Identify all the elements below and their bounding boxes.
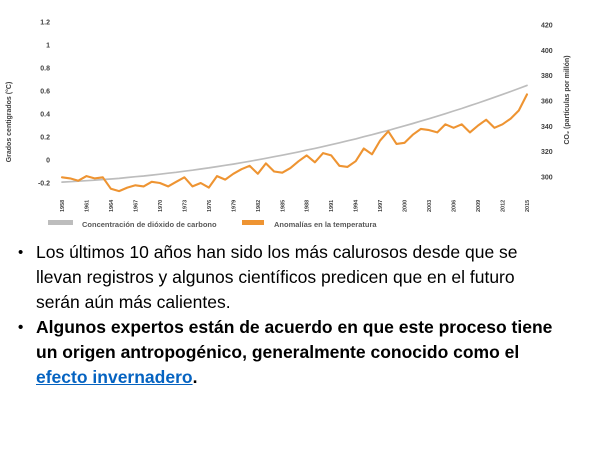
- temperature-anomaly-line: [60, 93, 529, 193]
- bullet-list: Los últimos 10 años han sido los más cal…: [0, 240, 558, 390]
- x-tick-label: 1988: [305, 200, 311, 212]
- co2-legend-swatch: [48, 220, 73, 225]
- x-tick-label: 1979: [231, 200, 237, 212]
- temperature-legend-swatch: [242, 220, 264, 225]
- chart-area: Grados centigrados (°C) CO₂ (partículas …: [5, 20, 571, 230]
- left-tick-label: 1.2: [40, 20, 50, 27]
- x-tick-label: 1991: [329, 200, 335, 212]
- x-tick-label: 2006: [452, 200, 458, 212]
- right-axis-tick-labels: 420 400 380 360 340 320 300: [541, 23, 553, 182]
- right-tick-label: 340: [541, 124, 553, 131]
- x-tick-label: 1961: [85, 200, 91, 212]
- left-tick-label: 0.6: [40, 89, 50, 96]
- x-tick-label: 1982: [256, 200, 262, 212]
- right-tick-label: 320: [541, 149, 553, 156]
- left-tick-label: 0.4: [40, 112, 50, 119]
- left-tick-label: 1: [46, 43, 50, 50]
- x-tick-label: 1967: [133, 200, 139, 212]
- left-axis-title: Grados centigrados (°C): [5, 82, 13, 163]
- left-axis-tick-labels: 1.2 1 0.8 0.6 0.4 0.2 0 -0.2: [38, 20, 50, 188]
- x-tick-label: 1958: [60, 200, 66, 212]
- x-tick-label: 1985: [280, 200, 286, 212]
- x-axis-tick-labels: 1958 1961 1964 1967 1970 1973 1976 1979 1982 1985…: [60, 199, 531, 212]
- x-tick-label: 2015: [525, 200, 531, 212]
- right-tick-label: 360: [541, 99, 553, 106]
- right-axis-title: CO₂ (partículas por millón): [564, 55, 571, 144]
- right-tick-label: 380: [541, 73, 553, 80]
- right-tick-label: 300: [541, 175, 553, 182]
- x-tick-label: 1994: [354, 199, 360, 212]
- right-tick-label: 420: [541, 23, 553, 30]
- left-tick-label: -0.2: [38, 181, 50, 188]
- x-tick-label: 2012: [501, 200, 507, 212]
- left-tick-label: 0.8: [40, 66, 50, 73]
- x-tick-label: 2003: [427, 200, 433, 212]
- co2-legend-label: Concentración de dióxido de carbono: [82, 220, 217, 229]
- efecto-invernadero-link[interactable]: efecto invernadero: [36, 367, 193, 387]
- x-tick-label: 1973: [182, 200, 188, 212]
- temperature-legend-label: Anomalías en la temperatura: [274, 220, 377, 229]
- bullet-text: Algunos expertos están de acuerdo en que…: [36, 317, 553, 362]
- x-tick-label: 1976: [207, 200, 213, 212]
- bullet-text: Los últimos 10 años han sido los más cal…: [36, 242, 518, 312]
- x-tick-label: 1997: [378, 200, 384, 212]
- left-tick-label: 0: [46, 158, 50, 165]
- left-tick-label: 0.2: [40, 135, 50, 142]
- bullet-text-after-link: .: [192, 367, 198, 387]
- x-tick-label: 1970: [158, 200, 164, 212]
- co2-concentration-line: [61, 84, 528, 183]
- bullet-item-anthropogenic: Algunos expertos están de acuerdo en que…: [18, 315, 558, 390]
- x-tick-label: 2000: [403, 200, 409, 212]
- chart-legend: Concentración de dióxido de carbono Anom…: [48, 220, 377, 229]
- climate-dual-axis-chart: Grados centigrados (°C) CO₂ (partículas …: [5, 20, 571, 230]
- right-tick-label: 400: [541, 48, 553, 55]
- x-tick-label: 2009: [476, 200, 482, 212]
- x-tick-label: 1964: [109, 199, 115, 212]
- bullet-item-records: Los últimos 10 años han sido los más cal…: [18, 240, 558, 315]
